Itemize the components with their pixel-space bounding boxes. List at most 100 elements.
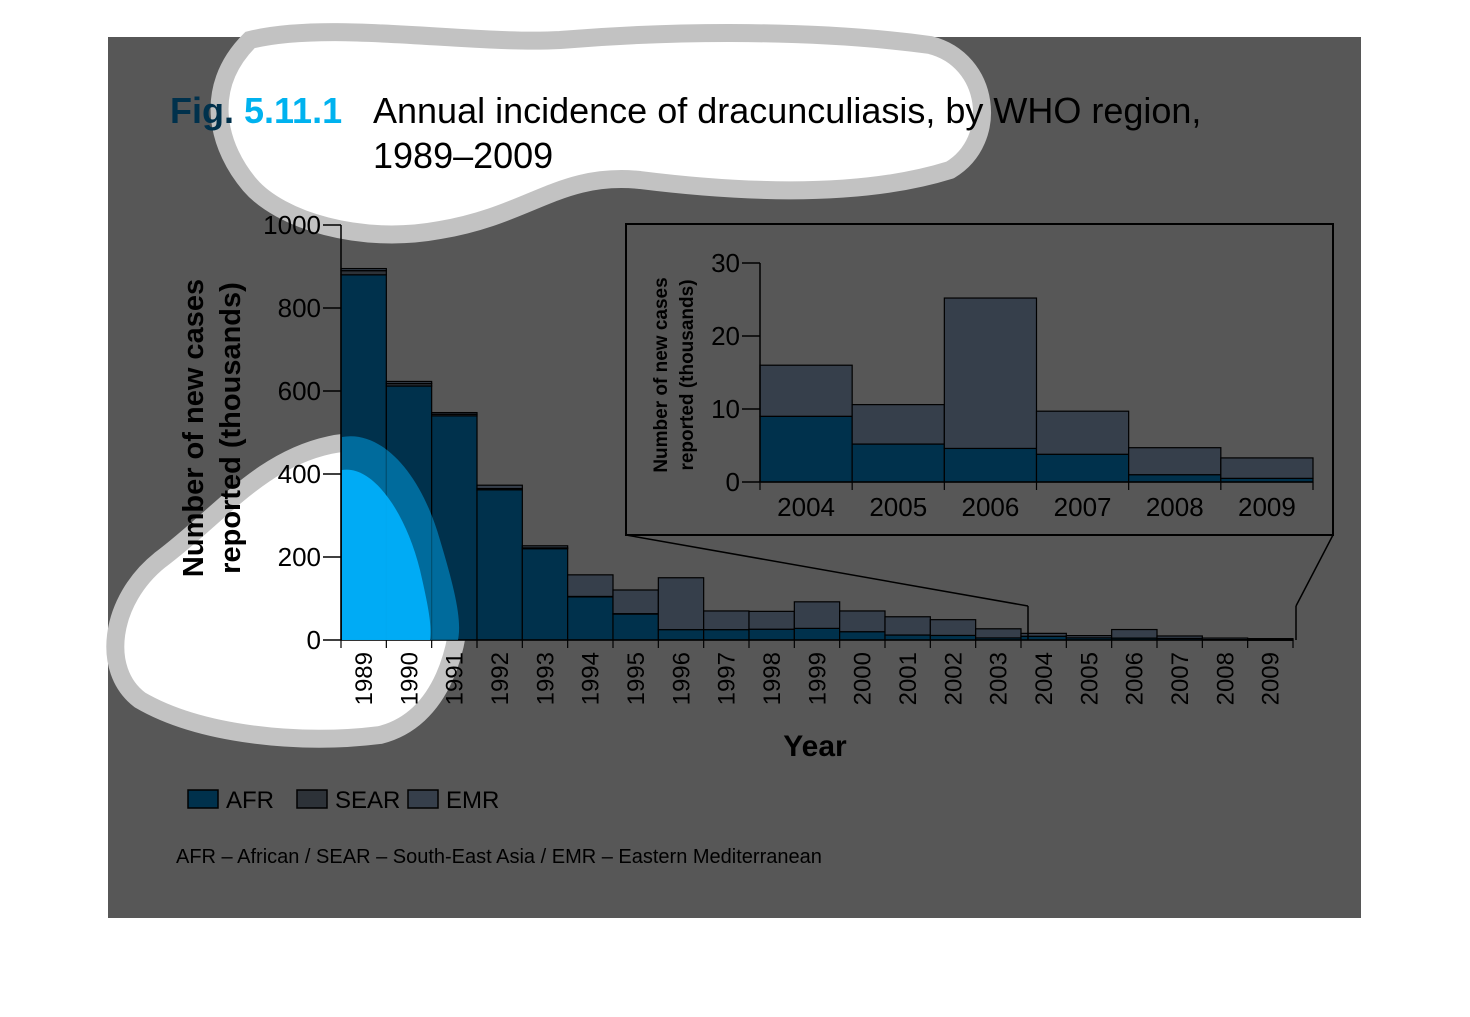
bar-emr-1998 (748, 610, 795, 630)
bar-afr-1993 (521, 548, 569, 641)
bar-emr-2004 (1020, 632, 1067, 637)
x-tick-label: 2009 (1258, 652, 1285, 705)
bar-emr-2006 (943, 297, 1038, 450)
x-tick-label: 2001 (895, 652, 922, 705)
y-tick-label: 1000 (263, 210, 321, 240)
light-overlay-top (210, 23, 991, 244)
y-tick-label: 0 (726, 467, 740, 497)
x-tick-label: 2005 (1076, 652, 1103, 705)
bar-emr-1992 (476, 484, 523, 490)
figure-number: Fig. 5.11.1 (170, 90, 342, 131)
x-tick-label: 1996 (668, 652, 695, 705)
bar-emr-2007 (1035, 410, 1130, 455)
x-tick-label: 1991 (442, 652, 469, 705)
figure-title-line2: 1989–2009 (373, 135, 553, 176)
main-ylabel-line1: Number of new cases (178, 279, 210, 577)
blue-overlay-inner (342, 469, 431, 640)
bar-afr-1995 (612, 613, 659, 641)
inset-chart-axes: 0 10 20 30 2004 2005 2006 2007 2008 2009 (711, 248, 1314, 522)
x-tick-label: 1997 (714, 652, 741, 705)
bar-afr-2008 (1128, 474, 1222, 483)
legend: AFR SEAR EMR (187, 787, 499, 814)
x-tick-label: 2008 (1146, 492, 1204, 522)
x-tick-label: 1992 (487, 652, 514, 705)
bar-emr-2003 (975, 628, 1022, 639)
x-tick-label: 2009 (1238, 492, 1296, 522)
bar-afr-1997 (703, 629, 750, 641)
bar-emr-2006 (1111, 628, 1158, 639)
bar-emr-1994 (567, 574, 614, 598)
bar-emr-2005 (1065, 635, 1113, 639)
inset-ylabel-line1: Number of new cases (651, 277, 672, 472)
bar-afr-1998 (748, 628, 795, 641)
bar-emr-2007 (1156, 635, 1203, 640)
y-tick-label: 20 (711, 321, 740, 351)
legend-label-emr: EMR (446, 787, 499, 814)
figure-title-line1: Annual incidence of dracunculiasis, by W… (373, 90, 1201, 131)
legend-label-sear: SEAR (335, 787, 400, 814)
bar-afr-2004 (759, 415, 853, 483)
x-tick-label: 2008 (1212, 652, 1239, 705)
bar-emr-1996 (657, 577, 705, 631)
x-tick-label: 2006 (1122, 652, 1149, 705)
y-tick-label: 800 (278, 293, 321, 323)
bar-emr-2009 (1220, 457, 1314, 479)
x-tick-label: 2007 (1054, 492, 1112, 522)
x-tick-label: 1998 (759, 652, 786, 705)
x-tick-label: 1995 (623, 652, 650, 705)
x-tick-label: 1993 (532, 652, 559, 705)
x-tick-label: 2005 (869, 492, 927, 522)
bar-emr-1990 (385, 380, 433, 385)
bar-emr-1991 (431, 411, 478, 415)
y-tick-label: 600 (278, 376, 321, 406)
x-tick-label: 1989 (351, 652, 378, 705)
bar-afr-1992 (476, 489, 523, 641)
bar-afr-1999 (793, 627, 841, 641)
x-tick-label: 1990 (396, 652, 423, 705)
bar-afr-2006 (943, 447, 1038, 483)
bar-afr-2005 (851, 443, 945, 483)
legend-swatch-emr (407, 789, 439, 809)
bar-afr-1991 (431, 415, 478, 641)
bar-afr-1996 (657, 629, 705, 641)
bar-emr-1993 (521, 545, 569, 549)
bar-sear-1989 (340, 270, 387, 276)
bar-emr-2004 (759, 364, 853, 417)
zoom-connector-right (1295, 534, 1334, 607)
x-tick-label: 1994 (578, 652, 605, 705)
inset-chart-bars (759, 297, 1314, 483)
inset-ylabel-line2: reported (thousands) (677, 279, 698, 470)
inset-frame (625, 223, 1334, 536)
x-tick-label: 2000 (850, 652, 877, 705)
y-tick-label: 10 (711, 394, 740, 424)
legend-swatch-sear (296, 789, 328, 809)
bar-emr-1989 (340, 267, 387, 272)
footnote: AFR – African / SEAR – South-East Asia /… (176, 846, 822, 868)
y-tick-label: 200 (278, 542, 321, 572)
legend-label-afr: AFR (226, 787, 274, 814)
zoom-connector-left (625, 534, 1029, 607)
x-tick-label: 2007 (1167, 652, 1194, 705)
bar-afr-1994 (567, 596, 614, 641)
bar-emr-1997 (703, 610, 750, 631)
bar-emr-1999 (793, 601, 841, 629)
bar-emr-2008 (1128, 447, 1222, 476)
bar-emr-1995 (612, 589, 659, 615)
bar-emr-2002 (929, 619, 977, 637)
y-tick-label: 30 (711, 248, 740, 278)
x-tick-label: 1999 (804, 652, 831, 705)
bar-afr-2000 (839, 631, 886, 641)
y-tick-label: 0 (307, 625, 321, 655)
bar-emr-2000 (839, 610, 886, 633)
bar-afr-2007 (1035, 453, 1130, 483)
main-xlabel: Year (783, 730, 847, 763)
bar-emr-2001 (884, 616, 931, 636)
x-tick-label: 2003 (986, 652, 1013, 705)
legend-swatch-afr (187, 789, 219, 809)
bar-emr-2005 (851, 404, 945, 445)
main-ylabel-line2: reported (thousands) (215, 282, 247, 574)
x-tick-label: 2006 (961, 492, 1019, 522)
